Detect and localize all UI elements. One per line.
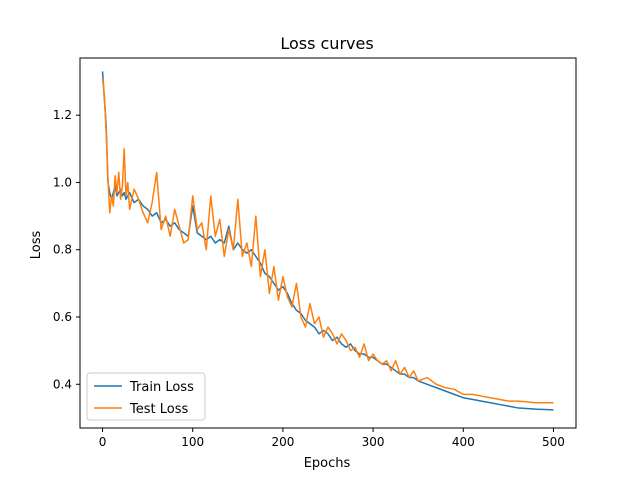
y-tick-label: 0.8	[53, 243, 72, 257]
x-tick-label: 500	[542, 435, 565, 449]
y-axis-label: Loss	[29, 231, 44, 260]
chart-title: Loss curves	[280, 34, 373, 53]
legend-label: Train Loss	[129, 380, 194, 395]
plot-frame	[79, 57, 577, 429]
x-axis-label: Epochs	[304, 456, 351, 471]
y-tick-label: 0.6	[53, 310, 72, 324]
x-tick-label: 300	[362, 435, 385, 449]
axes: 0 100 200 300 400 500 0.4 0.6 0.8 1.0 1.2	[53, 57, 577, 449]
x-tick-label: 400	[452, 435, 475, 449]
x-tick-label: 0	[99, 435, 107, 449]
legend: Train Loss Test Loss	[86, 372, 206, 421]
x-tick-label: 100	[181, 435, 204, 449]
legend-label: Test Loss	[129, 402, 188, 417]
y-tick-label: 0.4	[53, 377, 72, 391]
y-tick-label: 1.2	[53, 108, 72, 122]
y-tick-label: 1.0	[53, 175, 72, 189]
x-tick-label: 200	[271, 435, 294, 449]
series-line-test-loss	[101, 78, 554, 404]
series-line-train-loss	[101, 71, 554, 411]
plot-area	[101, 71, 554, 411]
